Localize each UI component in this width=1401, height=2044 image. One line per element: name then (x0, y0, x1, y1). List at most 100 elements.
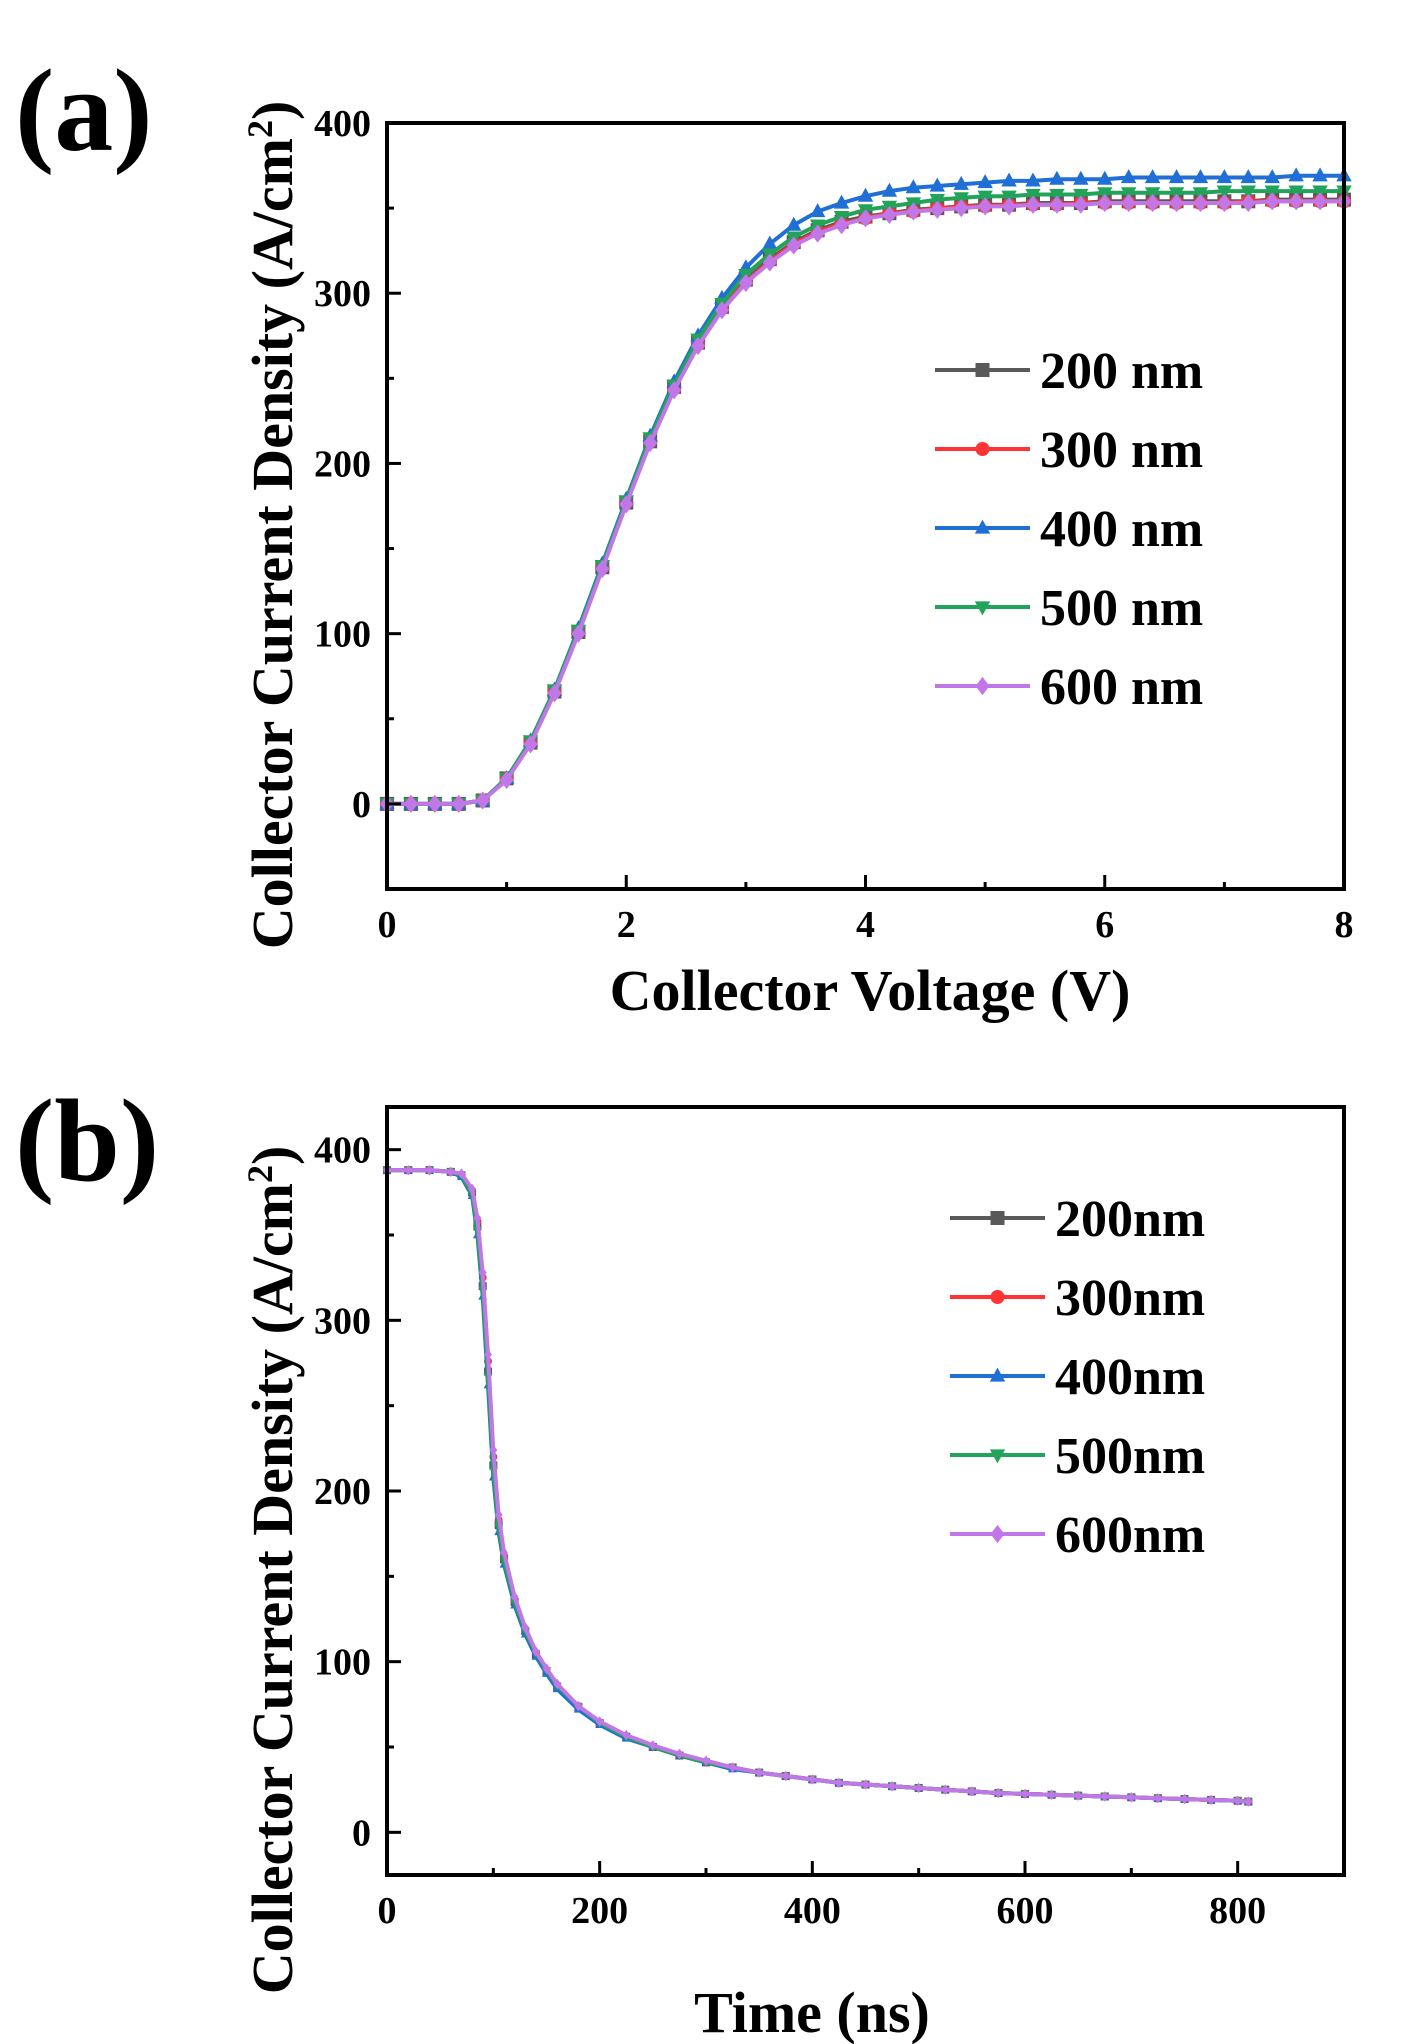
data-point-a-2-36 (1240, 169, 1256, 184)
data-point-a-4-4 (475, 791, 490, 810)
y-axis-title-text-a: Collector Current Density (A/cm (240, 138, 305, 949)
data-point-a-4-31 (1121, 193, 1136, 213)
series-a-2 (379, 167, 1352, 810)
data-point-a-4-29 (1073, 195, 1088, 214)
data-point-a-2-38 (1288, 167, 1304, 182)
x-tick-label-b-1: 200 (571, 1890, 628, 1932)
y-tick-label-b-2: 200 (314, 1471, 371, 1513)
data-point-a-4-24 (954, 199, 969, 218)
series-b-0 (383, 1166, 1253, 1806)
data-point-a-3-35 (1216, 185, 1233, 200)
series-line-b-2 (387, 1168, 1249, 1804)
data-point-a-4-25 (978, 197, 993, 216)
series-a-1 (380, 194, 1351, 811)
y-axis-title-close-a: ) (240, 101, 305, 120)
data-point-a-2-18 (809, 203, 826, 218)
data-point-b-4-42 (1233, 1795, 1242, 1806)
data-point-a-4-27 (1025, 195, 1040, 214)
data-point-b-4-16 (553, 1678, 562, 1690)
data-point-b-4-26 (808, 1774, 817, 1785)
y-axis-title-superscript-a: 2 (240, 120, 280, 138)
data-point-a-4-18 (810, 224, 825, 243)
legend-label-b-4: 600nm (1055, 1507, 1205, 1564)
data-point-a-4-39 (1313, 192, 1328, 211)
data-point-a-4-6 (523, 735, 538, 754)
data-point-a-4-15 (738, 273, 753, 293)
data-point-a-4-3 (451, 794, 466, 813)
data-point-b-4-28 (861, 1779, 870, 1790)
x-tick-label-b-4: 800 (1209, 1890, 1266, 1932)
legend-item-b-2: 400nm (950, 1349, 1205, 1406)
data-point-b-4-9 (489, 1444, 498, 1456)
y-tick-label-b-4: 400 (314, 1130, 371, 1172)
legend-marker-b-4 (990, 1524, 1005, 1544)
legend-marker-b-1 (990, 1290, 1005, 1304)
data-point-b-4-10 (494, 1509, 503, 1521)
data-point-b-4-5 (468, 1183, 477, 1195)
data-point-a-4-38 (1289, 192, 1304, 211)
x-tick-label-a-4: 8 (1335, 904, 1354, 946)
y-tick-label-a-3: 300 (314, 273, 371, 315)
series-a-3 (379, 185, 1352, 813)
legend-label-b-2: 400nm (1055, 1349, 1205, 1406)
data-point-a-4-36 (1241, 193, 1256, 213)
data-point-b-4-15 (542, 1663, 551, 1674)
data-point-b-4-3 (446, 1166, 455, 1178)
legend-label-a-2: 400 nm (1040, 501, 1203, 558)
data-point-a-4-2 (427, 794, 442, 813)
data-point-a-2-20 (857, 187, 874, 202)
data-point-b-4-4 (457, 1168, 466, 1179)
data-point-b-4-40 (1180, 1793, 1189, 1805)
data-point-a-2-32 (1144, 169, 1161, 184)
data-point-b-4-31 (941, 1784, 950, 1795)
data-point-b-4-30 (914, 1782, 923, 1794)
data-point-a-2-37 (1264, 169, 1280, 184)
svg-text:Collector Current Density (A/c: Collector Current Density (A/cm2) (240, 101, 305, 950)
y-axis-title-text-b: Collector Current Density (A/cm (240, 1183, 305, 1994)
data-point-b-4-36 (1074, 1790, 1083, 1801)
legend-b: 200nm 300nm 400nm 500nm 600nm (950, 1191, 1205, 1564)
data-point-a-2-29 (1073, 170, 1089, 185)
y-axis-title-close-b: ) (240, 1146, 305, 1165)
legend-marker-b-3 (989, 1449, 1006, 1464)
x-tick-label-a-3: 6 (1095, 904, 1114, 946)
data-point-a-4-9 (595, 559, 610, 579)
data-point-b-4-39 (1153, 1793, 1162, 1804)
legend-marker-a-3 (974, 601, 991, 616)
data-point-a-4-22 (906, 202, 921, 221)
data-point-a-2-16 (762, 235, 778, 250)
data-point-a-2-27 (1025, 172, 1041, 187)
data-point-b-4-11 (499, 1547, 508, 1558)
data-point-b-4-6 (473, 1212, 482, 1224)
series-b-3 (382, 1166, 1253, 1807)
y-axis-title-superscript-b: 2 (240, 1165, 280, 1183)
data-point-a-4-37 (1265, 192, 1280, 211)
legend-item-b-0: 200nm (950, 1191, 1205, 1248)
data-point-a-4-11 (643, 433, 658, 453)
legend-item-b-4: 600nm (950, 1507, 1205, 1564)
x-tick-label-a-0: 0 (378, 904, 397, 946)
legend-label-a-3: 500 nm (1040, 580, 1203, 637)
data-point-a-4-16 (762, 253, 777, 272)
data-point-b-4-22 (702, 1755, 710, 1766)
legend-label-b-3: 500nm (1055, 1428, 1205, 1485)
data-point-b-4-25 (781, 1770, 790, 1782)
series-b-2 (382, 1165, 1253, 1805)
axes-frame-a (385, 121, 1346, 891)
legend-label-a-4: 600 nm (1040, 659, 1203, 716)
data-point-a-4-34 (1193, 193, 1208, 213)
series-line-b-1 (387, 1168, 1249, 1804)
data-point-b-4-19 (622, 1729, 631, 1741)
x-tick-label-b-3: 600 (997, 1890, 1054, 1932)
legend-item-a-4: 600 nm (935, 659, 1203, 716)
data-point-b-4-21 (675, 1748, 684, 1760)
data-point-a-2-35 (1216, 169, 1233, 184)
data-point-a-2-23 (929, 177, 945, 192)
data-point-a-4-8 (571, 624, 586, 643)
data-point-b-4-8 (484, 1349, 493, 1360)
legend-item-a-0: 200 nm (935, 343, 1203, 400)
data-point-b-4-29 (888, 1781, 897, 1792)
y-tick-label-a-0: 0 (352, 784, 371, 826)
data-point-a-4-30 (1097, 193, 1112, 213)
data-point-a-2-21 (881, 182, 898, 197)
